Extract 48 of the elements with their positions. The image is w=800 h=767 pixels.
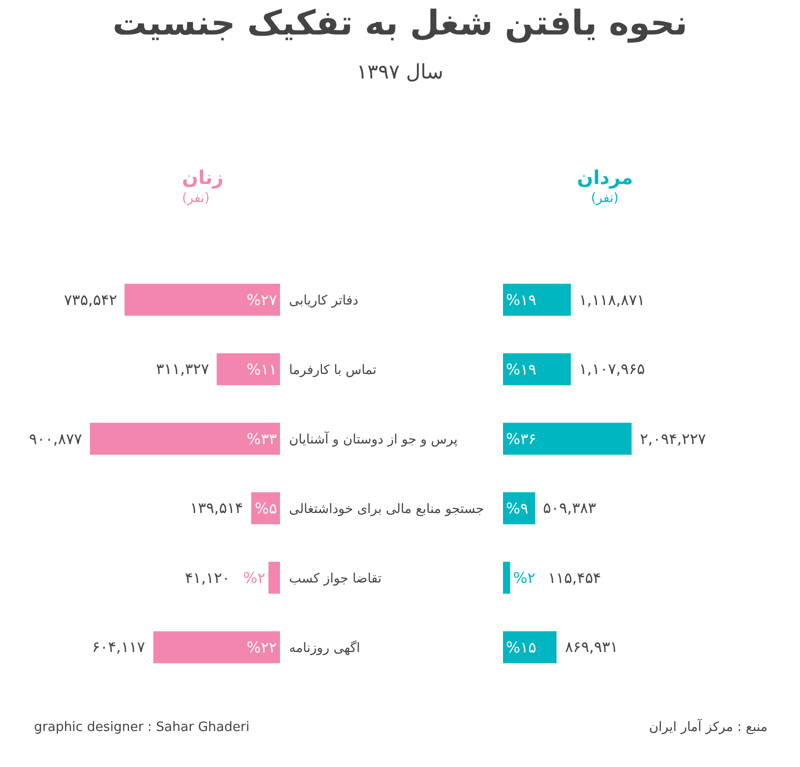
data-label: %۱۱: [246, 360, 277, 378]
bar: [124, 284, 280, 316]
y-tick-label: جستجو منابع مالی برای خوداشتغالی: [289, 502, 484, 517]
bar: [503, 562, 510, 594]
data-label: %۱۵: [506, 638, 536, 656]
text: سال ۱۳۹۷: [356, 60, 444, 84]
bar: [503, 422, 632, 455]
annotation: ۱,۱۰۷,۹۶۵: [579, 360, 645, 378]
text: graphic designer : Sahar Ghaderi: [34, 720, 250, 735]
bar: [503, 284, 571, 316]
text: زنان: [182, 167, 224, 189]
data-label: %۹: [506, 499, 528, 518]
annotation: ۴۱,۱۲۰: [185, 569, 230, 587]
annotation: ۷۳۵,۵۴۲: [64, 291, 118, 309]
annotation: ۱۱۵,۴۵۴: [548, 569, 602, 587]
text: مردان: [577, 167, 634, 189]
text: (نفر): [591, 191, 619, 206]
data-label: %۳۶: [506, 430, 536, 448]
bar: [216, 353, 280, 386]
text: نحوه یافتن شغل به تفکیک جنسیت: [112, 4, 688, 44]
data-label: %۲۲: [246, 638, 277, 656]
annotation: ۹۰۰,۸۷۷: [29, 430, 82, 448]
data-label: %۱۹: [506, 290, 536, 309]
y-tick-label: اگهی روزنامه: [289, 640, 360, 656]
annotation: ۶۰۴,۱۱۷: [92, 638, 146, 656]
annotation: ۸۶۹,۹۳۱: [565, 638, 618, 656]
data-label: %۵: [254, 499, 277, 518]
y-tick-label: دفاتر کاریابی: [289, 293, 359, 308]
y-tick-label: تماس با کارفرما: [289, 362, 377, 378]
data-label: %۲: [513, 568, 536, 587]
annotation: ۳۱۱,۳۲۷: [156, 360, 210, 378]
bar: [503, 631, 557, 664]
data-label: %۱۹: [506, 360, 536, 378]
bar: [268, 562, 280, 594]
bar: [503, 353, 571, 386]
annotation: ۲,۰۹۴,۲۲۷: [640, 430, 706, 448]
text: (نفر): [182, 191, 210, 206]
data-label: %۲۷: [246, 290, 277, 309]
data-label: %۳۳: [246, 430, 277, 448]
data-label: %۲: [243, 568, 266, 587]
y-tick-label: پرس و جو از دوستان و آشنایان: [289, 430, 458, 448]
y-tick-label: تقاضا جواز کسب: [289, 571, 382, 586]
bar: [153, 631, 280, 664]
bar: [90, 422, 280, 455]
text: منبع : مرکز آمار ایران: [649, 718, 768, 735]
annotation: ۱,۱۱۸,۸۷۱: [579, 291, 645, 309]
annotation: ۵۰۹,۳۸۳: [543, 499, 596, 517]
annotation: ۱۳۹,۵۱۴: [190, 499, 244, 517]
